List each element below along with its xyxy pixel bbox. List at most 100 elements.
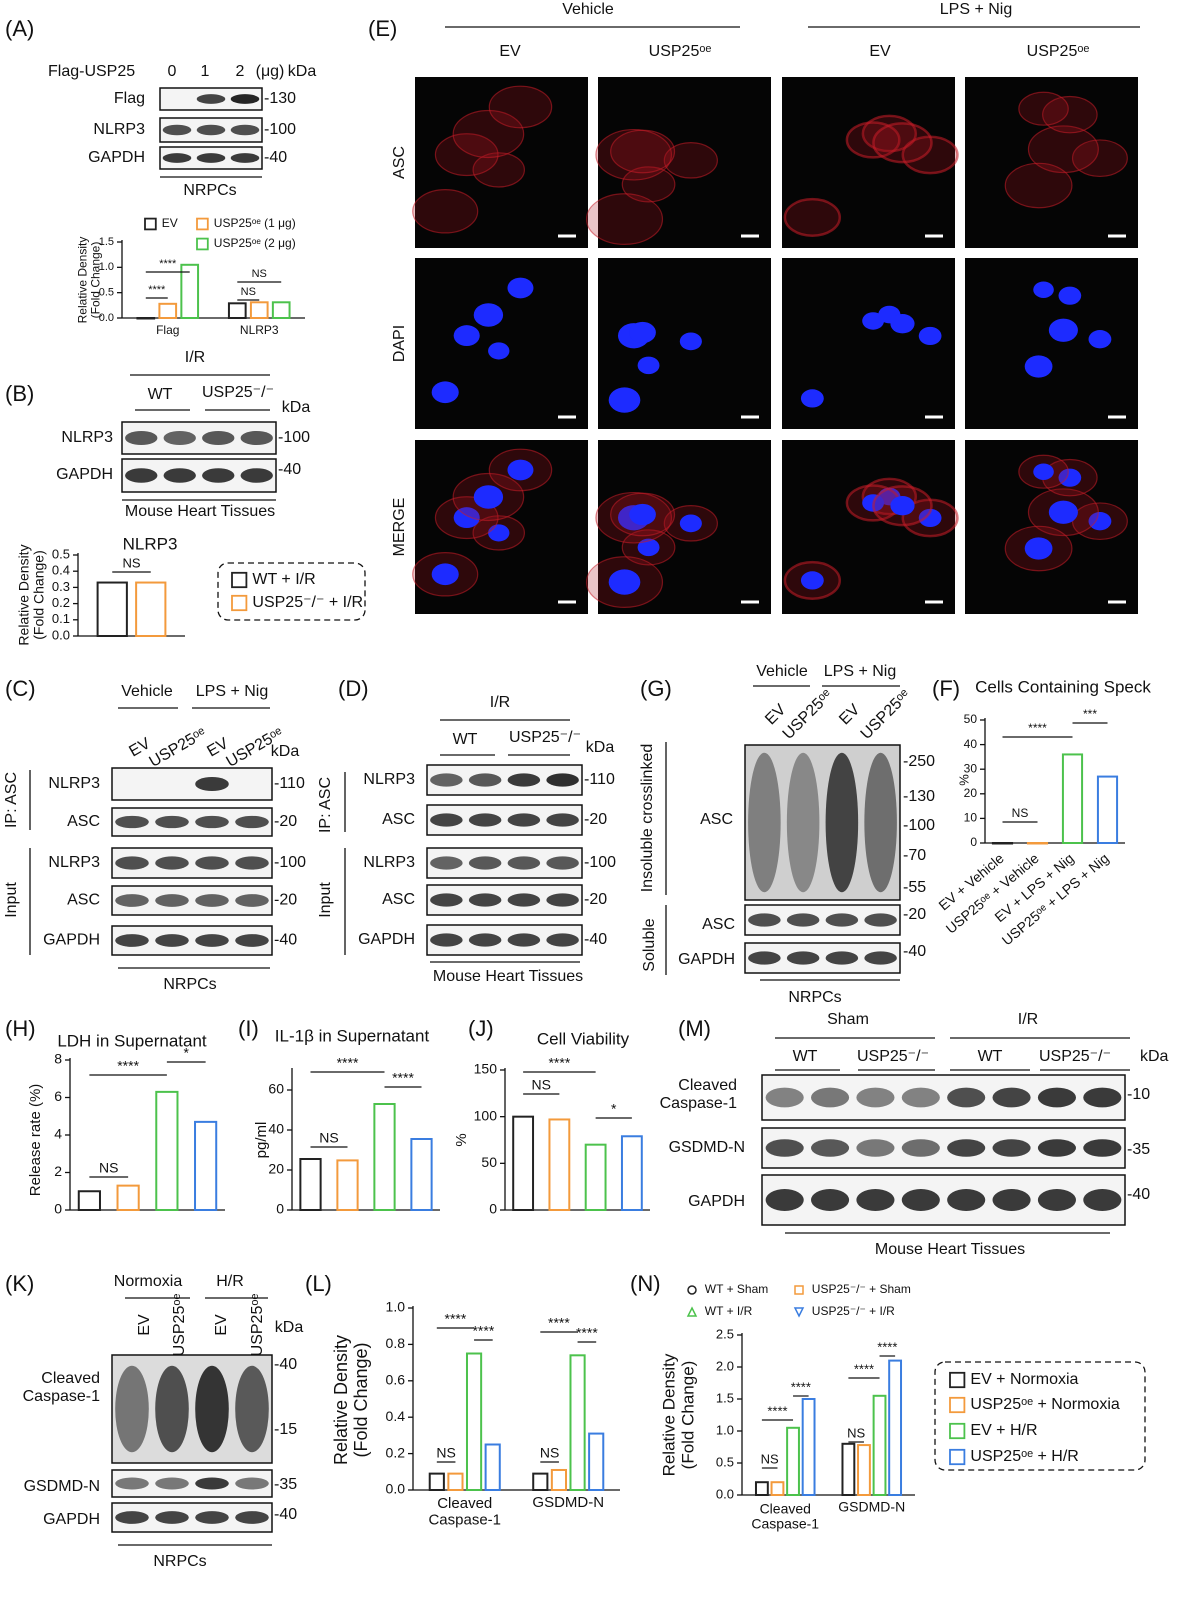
label: MERGE — [391, 498, 408, 557]
bar — [569, 1354, 586, 1491]
band — [430, 856, 463, 870]
y-tick-label: 0.6 — [386, 1372, 406, 1388]
significance: * — [184, 1045, 190, 1061]
label: GAPDH — [56, 466, 113, 483]
x-tick-label: GSDMD-N — [532, 1494, 604, 1511]
blot — [111, 1502, 273, 1533]
y-tick-label: 0 — [489, 1201, 497, 1217]
label: -40 — [274, 1506, 297, 1523]
label: ASC — [391, 146, 408, 179]
band — [196, 153, 226, 163]
label: (C) — [5, 676, 36, 701]
label: kDa — [586, 739, 615, 756]
bar — [754, 1481, 769, 1496]
bar — [96, 581, 128, 637]
label: -110 — [584, 771, 615, 788]
band — [507, 856, 541, 870]
label: -35 — [274, 1476, 297, 1493]
label: (B) — [5, 381, 34, 406]
band — [864, 913, 897, 927]
label: NLRP3 — [48, 775, 100, 792]
cell-stain — [1004, 162, 1073, 209]
label: Cleaved Caspase-1 — [23, 1370, 100, 1405]
label: 2 — [236, 63, 245, 80]
band — [546, 933, 579, 947]
x-tick-label: NLRP3 — [240, 323, 279, 337]
band — [811, 1087, 850, 1108]
label: EV — [869, 43, 891, 60]
bar — [465, 1352, 483, 1491]
label: ASC — [382, 811, 415, 828]
band — [468, 856, 502, 870]
band — [240, 468, 273, 483]
significance: **** — [472, 1323, 494, 1339]
label: -100 — [903, 817, 935, 834]
band — [195, 815, 229, 829]
y-tick-label: 40 — [268, 1121, 284, 1137]
band — [162, 153, 192, 163]
y-tick-label: 1.0 — [386, 1299, 406, 1315]
bar — [410, 1138, 433, 1211]
y-tick-label: 30 — [964, 761, 978, 775]
cell-stain — [452, 109, 525, 159]
label: I/R — [185, 349, 205, 366]
label: USP25ᵒᵉ — [649, 43, 712, 60]
blot — [111, 767, 273, 801]
y-axis-label: % — [453, 1133, 470, 1146]
label: LPS + Nig — [196, 683, 268, 700]
label: -40 — [264, 149, 287, 166]
cell-stain — [472, 152, 526, 188]
band — [235, 934, 269, 947]
micrograph — [415, 77, 588, 248]
x-tick-label: GSDMD-N — [838, 1499, 905, 1515]
band — [546, 813, 579, 827]
label: LPS + Nig — [940, 1, 1012, 18]
label: -40 — [274, 932, 297, 949]
band — [115, 815, 149, 829]
nucleus — [453, 325, 480, 347]
band — [115, 856, 149, 870]
band — [195, 1365, 229, 1453]
bar — [786, 1426, 800, 1497]
band — [430, 813, 463, 827]
label: -20 — [274, 892, 297, 909]
band — [235, 1477, 269, 1490]
y-tick-label: 1.0 — [716, 1422, 734, 1437]
band — [155, 894, 189, 907]
nucleus — [507, 459, 534, 481]
band — [901, 1087, 940, 1108]
label: DAPI — [391, 325, 408, 362]
label: -100 — [274, 854, 306, 871]
bar — [512, 1115, 535, 1211]
label: (L) — [305, 1271, 332, 1296]
label: Flag-USP25 — [48, 63, 135, 80]
y-tick-label: 0.4 — [52, 563, 70, 578]
y-tick-label: 1.5 — [716, 1390, 734, 1405]
band — [430, 893, 463, 907]
band — [115, 1365, 149, 1453]
nucleus — [1048, 500, 1078, 524]
bar — [484, 1443, 501, 1491]
x-tick-label: Flag — [156, 323, 179, 337]
legend-label: WT + I/R — [252, 571, 315, 588]
bar — [158, 302, 178, 319]
band — [195, 856, 229, 870]
nucleus — [679, 332, 702, 351]
significance: **** — [767, 1403, 787, 1418]
nucleus — [488, 342, 510, 360]
nucleus — [918, 326, 942, 346]
label: (N) — [630, 1271, 661, 1296]
band — [1083, 1139, 1122, 1157]
bar — [872, 1394, 887, 1497]
label: -40 — [274, 1356, 297, 1373]
significance: **** — [148, 284, 166, 296]
nucleus — [1024, 537, 1053, 560]
bar — [155, 1090, 179, 1211]
label: -20 — [903, 906, 926, 923]
band — [202, 468, 235, 483]
band — [507, 933, 541, 947]
label: ASC — [67, 892, 100, 909]
label: Insoluble crosslinked — [639, 744, 656, 893]
label: USP25⁻/⁻ — [202, 384, 274, 401]
label: -10 — [1127, 1086, 1150, 1103]
